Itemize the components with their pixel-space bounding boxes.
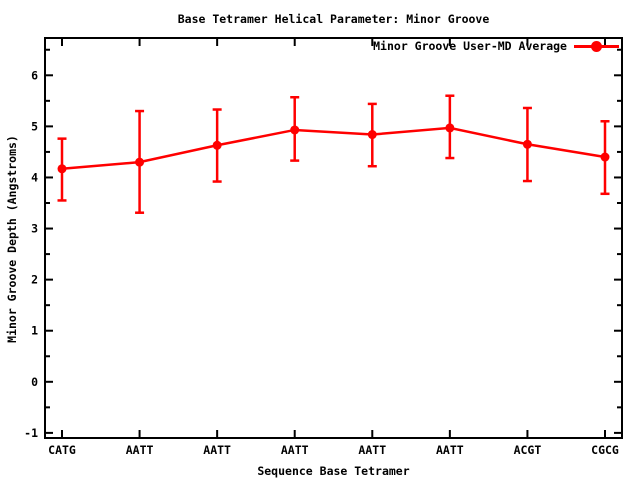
y-axis-label: Minor Groove Depth (Angstroms) <box>5 135 19 343</box>
y-tick-label: 4 <box>31 170 38 184</box>
plot-frame <box>44 37 623 439</box>
chart-title: Base Tetramer Helical Parameter: Minor G… <box>177 12 490 26</box>
legend-line-sample <box>574 40 619 53</box>
legend-marker-dot <box>591 41 602 52</box>
data-point <box>57 164 67 174</box>
y-tick-label: 3 <box>31 222 38 236</box>
legend: Minor Groove User-MD Average <box>373 40 619 53</box>
x-tick-label: AATT <box>358 443 386 457</box>
x-tick-label: AATT <box>281 443 309 457</box>
x-tick-label: AATT <box>203 443 231 457</box>
y-tick-label: 5 <box>31 119 38 133</box>
x-tick-label: AATT <box>126 443 154 457</box>
data-point <box>445 123 455 133</box>
data-point <box>290 125 300 135</box>
data-point <box>135 157 145 167</box>
y-tick-label: 2 <box>31 273 38 287</box>
y-tick-label: 1 <box>31 324 38 338</box>
x-tick-label: AATT <box>436 443 464 457</box>
x-tick-label: ACGT <box>514 443 542 457</box>
legend-series-label: Minor Groove User-MD Average <box>373 39 567 53</box>
x-tick-label: CATG <box>48 443 76 457</box>
series-line <box>61 126 606 171</box>
y-tick-label: -1 <box>24 426 38 440</box>
y-tick-label: 0 <box>31 375 38 389</box>
data-point <box>367 130 377 140</box>
x-tick-label: CGCG <box>591 443 619 457</box>
x-axis-label: Sequence Base Tetramer <box>257 464 410 478</box>
y-tick-label: 6 <box>31 68 38 82</box>
data-point <box>212 140 222 150</box>
data-point <box>600 152 610 162</box>
data-point <box>522 139 532 149</box>
